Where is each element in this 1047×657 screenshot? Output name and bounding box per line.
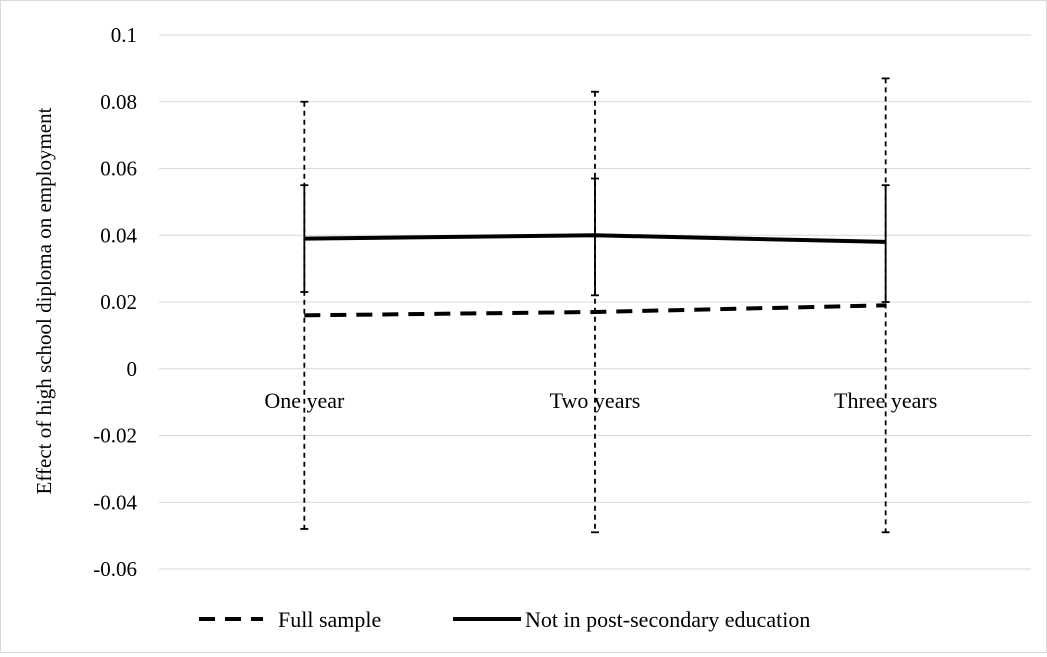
y-tick-label: 0.04 <box>100 223 137 247</box>
y-tick-label: 0.02 <box>100 290 137 314</box>
y-tick-label: 0.08 <box>100 90 137 114</box>
y-tick-label: -0.04 <box>93 490 137 514</box>
y-tick-label: 0.1 <box>111 23 137 47</box>
y-tick-label: -0.02 <box>93 424 137 448</box>
y-axis-title: Effect of high school diploma on employm… <box>32 107 56 494</box>
legend: Full sample Not in post-secondary educati… <box>199 607 810 632</box>
series-lines <box>304 233 886 318</box>
series-line <box>304 233 886 244</box>
y-axis-ticks: -0.06 -0.04 -0.02 0 0.02 0.04 0.06 0.08 0.1 <box>93 23 137 581</box>
x-axis-categories: One year Two years Three years <box>264 388 937 413</box>
y-tick-label: 0 <box>127 357 138 381</box>
x-category-label: Three years <box>834 388 937 413</box>
y-tick-label: 0.06 <box>100 157 137 181</box>
y-tick-label: -0.06 <box>93 557 137 581</box>
series-line <box>304 303 886 318</box>
legend-label: Not in post-secondary education <box>525 607 810 632</box>
legend-label: Full sample <box>278 607 381 632</box>
